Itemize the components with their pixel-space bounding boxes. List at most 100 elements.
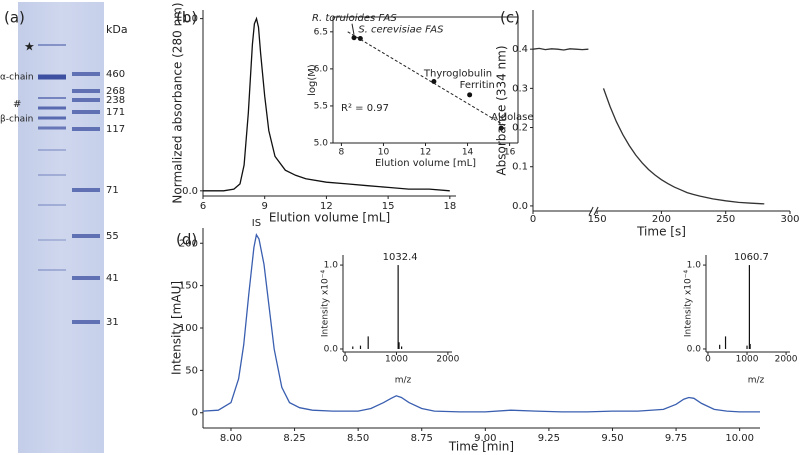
gel-band [38, 116, 66, 120]
y-tick-label: 6.5 [314, 27, 328, 37]
y-tick-label: 0.0 [687, 344, 702, 354]
axis-break [588, 206, 594, 216]
gel-band [72, 234, 100, 238]
x-tick-label: 2000 [775, 355, 798, 365]
y-tick-label: 0.3 [512, 83, 528, 94]
gel-image [18, 2, 104, 453]
data-line [202, 233, 760, 413]
gel-marker-label: 41 [106, 273, 119, 284]
x-tick-label: 8 [339, 148, 345, 158]
point-label: Aldolase [491, 112, 533, 123]
y-axis-label: Intensity [mAU] [170, 281, 184, 375]
y-tick-label: 0.0 [512, 201, 528, 212]
gel-marker-label: 238 [106, 95, 125, 106]
y-tick-label: 0 [192, 408, 198, 419]
y-tick-label: 0.0 [182, 186, 198, 197]
x-tick-label: 9.00 [474, 433, 496, 444]
x-axis-label: m/z [395, 376, 412, 386]
gel-marker-label: 171 [106, 107, 125, 118]
gel-band [38, 204, 66, 206]
point-label: R. toruloides FAS [312, 13, 397, 24]
x-tick-label: 9.25 [538, 433, 560, 444]
x-tick-label: 200 [652, 214, 671, 225]
gel-bands [38, 44, 100, 324]
gel-band [38, 174, 66, 176]
x-tick-label: 9.75 [665, 433, 687, 444]
x-tick-label: 1000 [385, 355, 408, 365]
gel-band [38, 106, 66, 110]
panel-label: (b) [176, 9, 197, 27]
y-tick-label: 0.1 [512, 162, 528, 173]
x-tick-label: 12 [320, 201, 333, 212]
point-label: Thyroglobulin [423, 68, 492, 79]
peak-label: 1032.4 [383, 252, 418, 263]
y-tick-label: 0.2 [512, 123, 528, 134]
y-tick-label: 100 [179, 323, 198, 334]
x-tick-label: 300 [780, 214, 799, 225]
gel-band [72, 98, 100, 102]
gel-annotation: β-chain [0, 115, 33, 125]
annotation: IS [252, 218, 261, 229]
gel-band [38, 44, 66, 46]
gel-band [38, 269, 66, 271]
x-tick-label: 8.25 [283, 433, 305, 444]
x-axis-label: Time [s] [636, 225, 686, 239]
gel-band [72, 110, 100, 114]
fit-line [347, 31, 506, 127]
x-axis-label: Time [min] [448, 440, 514, 454]
axis-break [593, 206, 599, 216]
x-tick-label: 1000 [736, 355, 759, 365]
y-tick-label: 0.0 [324, 344, 339, 354]
data-line [203, 16, 450, 192]
x-tick-label: 15 [382, 201, 395, 212]
gel-band [72, 320, 100, 324]
gel-band [72, 188, 100, 192]
y-tick-label: 5.0 [314, 139, 329, 149]
gel-band [72, 127, 100, 131]
x-tick-label: 9 [262, 201, 268, 212]
gel-band [38, 239, 66, 241]
panel-label: (d) [176, 231, 197, 249]
x-tick-label: 10.00 [725, 433, 754, 444]
gel-band [72, 89, 100, 93]
x-axis-label: Elution volume [mL] [375, 158, 476, 169]
x-tick-label: 0 [705, 355, 711, 365]
x-tick-label: 0 [342, 355, 348, 365]
x-axis-label: Elution volume [mL] [269, 211, 390, 225]
data-point [467, 92, 473, 98]
gel-band [72, 276, 100, 280]
gel-marker-label: 460 [106, 69, 125, 80]
y-axis-label: Normalized absorbance (280 nm) [171, 2, 185, 203]
x-axis-label: m/z [748, 376, 765, 386]
gel-band [38, 74, 66, 80]
y-tick-label: 6.0 [314, 64, 329, 74]
gel-marker-label: 55 [106, 231, 119, 242]
y-tick-label: 150 [179, 281, 198, 292]
x-tick-label: 9.50 [601, 433, 623, 444]
panel-label: (a) [4, 9, 25, 27]
annotation: R² = 0.97 [341, 103, 389, 114]
y-tick-label: 1.0 [687, 261, 702, 271]
gel-band [38, 126, 66, 130]
gel-annotation: ★ [24, 40, 35, 54]
x-tick-label: 12 [420, 148, 431, 158]
x-tick-label: 18 [443, 201, 456, 212]
x-tick-label: 10 [378, 148, 390, 158]
x-tick-label: 150 [588, 214, 607, 225]
y-tick-label: 1.0 [324, 261, 339, 271]
gel-annotation: α-chain [0, 73, 34, 83]
y-axis-label: Intensity x10⁻⁴ [684, 270, 694, 338]
point-label: S. cerevisiae FAS [358, 24, 444, 35]
gel-marker-label: 31 [106, 317, 119, 328]
gel-band [72, 72, 100, 76]
leader-line [351, 23, 355, 35]
x-tick-label: 8.75 [411, 433, 433, 444]
charts: 6 9 12 15 18 0.0 1.0 Elution volume [mL] Normali… [170, 2, 800, 453]
data-line [602, 88, 765, 205]
x-tick-label: 0 [530, 214, 536, 225]
data-point [431, 78, 437, 84]
gel-marker-label: 268 [106, 86, 125, 97]
x-tick-label: 16 [504, 148, 516, 158]
y-tick-label: 50 [185, 365, 198, 376]
x-tick-label: 250 [716, 214, 735, 225]
